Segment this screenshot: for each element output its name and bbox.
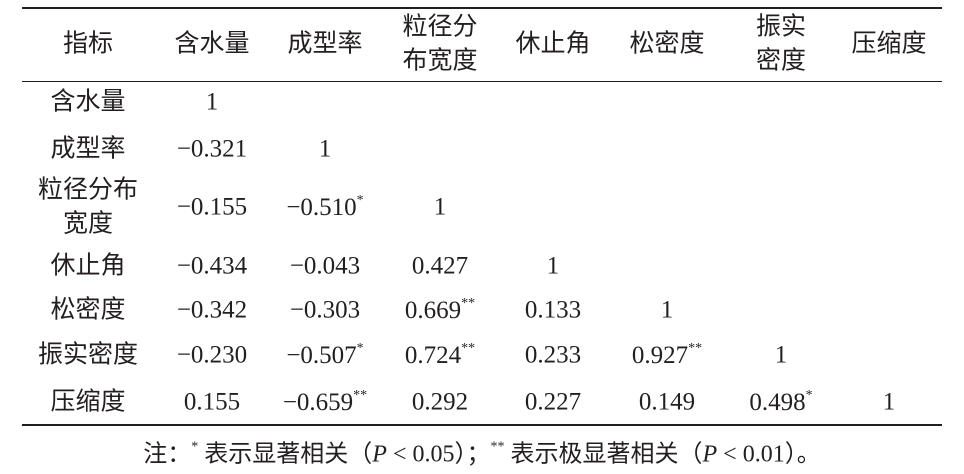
- table-cell: −0.342: [177, 298, 247, 323]
- significance-mark: **: [461, 341, 476, 356]
- table-cell: 0.133: [525, 298, 581, 323]
- header-cell: 压缩度: [851, 30, 927, 58]
- note-text: < 0.05）；: [386, 441, 491, 468]
- significance-mark: *: [356, 193, 364, 208]
- cell-value: −0.043: [289, 252, 361, 280]
- cell-value: 1: [205, 88, 219, 116]
- table-cell: −0.510*: [286, 193, 364, 221]
- table-cell: 1: [547, 254, 560, 279]
- bottom-rule: [22, 424, 942, 426]
- table-note: 注：* 表示显著相关（P < 0.05）；** 表示极显著相关（P < 0.01…: [143, 434, 820, 469]
- table-cell: 0.292: [412, 390, 468, 415]
- table-cell: −0.659**: [282, 388, 368, 416]
- table-cell: −0.043: [290, 254, 360, 279]
- table-cell: −0.507*: [286, 341, 364, 369]
- header-cell: 粒径分: [402, 13, 478, 41]
- table-cell: −0.303: [290, 298, 360, 323]
- row-label: 压缩度: [50, 388, 126, 416]
- cell-value: −0.659: [282, 389, 354, 416]
- header-cell: 振实: [755, 13, 807, 41]
- header-cell: 成型率: [287, 30, 363, 58]
- cell-value: −0.155: [176, 193, 248, 221]
- table-cell: 0.927**: [631, 341, 703, 369]
- table-cell: 1: [434, 195, 447, 220]
- note-text: **: [490, 439, 505, 455]
- row-label: 粒径分布: [37, 176, 139, 204]
- header-cell: 松密度: [629, 30, 705, 58]
- header-cell: 密度: [755, 47, 807, 75]
- cell-value: −0.342: [176, 296, 248, 324]
- note-text: 注：: [143, 441, 192, 468]
- cell-value: 0.498: [749, 389, 806, 416]
- cell-value: 0.927: [631, 342, 689, 369]
- cell-value: −0.510: [286, 194, 357, 221]
- note-text: P: [372, 441, 387, 468]
- cell-value: 1: [774, 341, 788, 369]
- row-label: 振实密度: [37, 341, 139, 369]
- header-cell: 休止角: [515, 30, 591, 58]
- row-label: 成型率: [50, 135, 126, 163]
- cell-value: 0.149: [638, 388, 696, 416]
- note-text: < 0.01）。: [717, 441, 821, 468]
- table-cell: −0.321: [177, 137, 247, 162]
- significance-mark: **: [353, 388, 368, 403]
- table-cell: 0.149: [639, 390, 695, 415]
- table-cell: 0.724**: [404, 341, 476, 369]
- note-text: 表示显著相关（: [198, 441, 373, 468]
- table-cell: 1: [775, 343, 788, 368]
- cell-value: 0.233: [524, 341, 582, 369]
- table-cell: 0.233: [525, 343, 581, 368]
- table-cell: 1: [206, 90, 219, 115]
- cell-value: 0.155: [183, 388, 241, 416]
- cell-value: −0.507: [286, 342, 357, 369]
- table-cell: 1: [883, 390, 896, 415]
- note-text: *: [191, 439, 199, 455]
- cell-value: 0.427: [411, 252, 469, 280]
- significance-mark: **: [688, 341, 703, 356]
- cell-value: −0.230: [176, 341, 248, 369]
- table-cell: −0.230: [177, 343, 247, 368]
- table-cell: 0.498*: [749, 388, 813, 416]
- cell-value: 1: [882, 388, 896, 416]
- table-cell: 0.155: [184, 390, 240, 415]
- table-cell: 1: [661, 298, 674, 323]
- cell-value: 0.724: [404, 342, 462, 369]
- cell-value: 1: [546, 252, 560, 280]
- header-cell: 布宽度: [402, 47, 478, 75]
- table-cell: −0.434: [177, 254, 247, 279]
- row-label: 宽度: [62, 210, 114, 238]
- cell-value: 0.133: [524, 296, 582, 324]
- note-text: P: [702, 441, 718, 468]
- top-rule: [22, 7, 942, 9]
- row-label: 松密度: [50, 296, 126, 324]
- table-cell: 0.227: [525, 390, 581, 415]
- header-rule: [22, 81, 942, 82]
- cell-value: −0.434: [176, 252, 248, 280]
- cell-value: 1: [433, 193, 447, 221]
- row-label: 休止角: [50, 252, 126, 280]
- cell-value: 1: [660, 296, 674, 324]
- cell-value: 0.227: [524, 388, 582, 416]
- header-cell: 指标: [62, 30, 114, 58]
- significance-mark: *: [805, 388, 813, 403]
- cell-value: −0.303: [289, 296, 361, 324]
- table-cell: 0.669**: [404, 296, 476, 324]
- significance-mark: *: [356, 341, 364, 356]
- table-cell: 0.427: [412, 254, 468, 279]
- header-cell: 含水量: [174, 30, 250, 58]
- significance-mark: **: [461, 296, 476, 311]
- table-cell: −0.155: [177, 195, 247, 220]
- cell-value: 0.669: [404, 297, 462, 324]
- note-text: 表示极显著相关（: [504, 441, 703, 468]
- cell-value: −0.321: [176, 135, 248, 163]
- cell-value: 1: [318, 135, 332, 163]
- table-cell: 1: [319, 137, 332, 162]
- cell-value: 0.292: [411, 388, 469, 416]
- row-label: 含水量: [50, 88, 126, 116]
